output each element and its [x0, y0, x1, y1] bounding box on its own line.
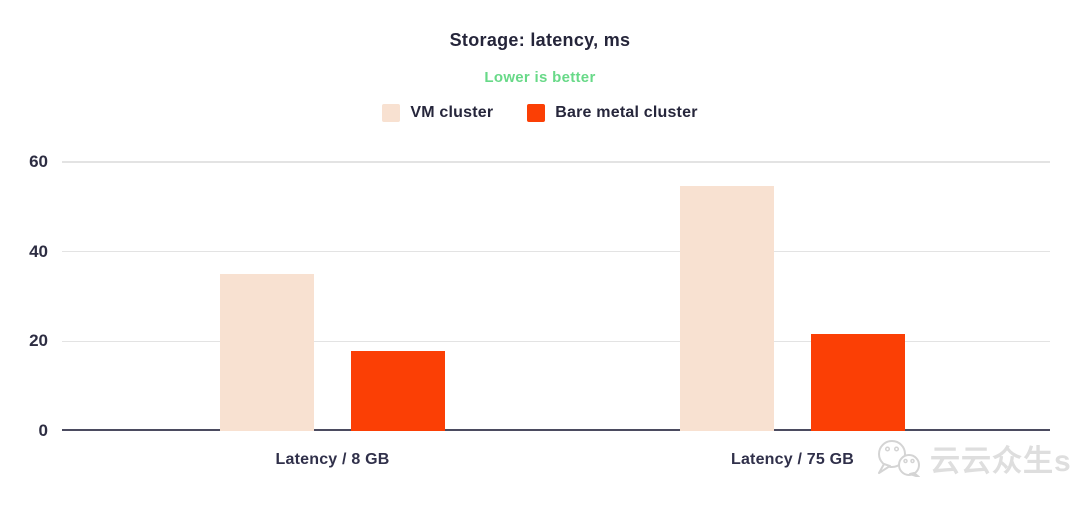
y-tick-label-20: 20 [29, 331, 48, 351]
bar-vm-cluster-group-1 [680, 185, 774, 431]
x-axis-label-group-0: Latency / 8 GB [275, 451, 390, 468]
y-tick-label-0: 0 [38, 421, 48, 440]
watermark-text: 云云众生s [930, 445, 1072, 478]
x-axis-baseline [62, 429, 1050, 431]
chart-legend: VM cluster Bare metal cluster [0, 104, 1080, 122]
gridline-20 [62, 340, 1050, 343]
watermark: 云云众生s [874, 436, 1072, 480]
legend-item-vm-cluster: VM cluster [382, 104, 493, 122]
y-tick-label-60: 60 [29, 152, 48, 171]
gridline-60 [62, 161, 1050, 163]
legend-label-bare-metal-cluster: Bare metal cluster [555, 104, 698, 121]
bar-bare-metal-cluster-group-1 [810, 333, 905, 431]
bare-metal-cluster-swatch-icon [527, 104, 546, 122]
vm-cluster-swatch-icon [382, 104, 401, 122]
bar-bare-metal-cluster-group-0 [350, 351, 445, 431]
chart-title: Storage: latency, ms [449, 30, 631, 50]
legend-item-bare-metal-cluster: Bare metal cluster [527, 104, 697, 122]
bar-vm-cluster-group-0 [220, 274, 314, 431]
x-axis-label-group-1: Latency / 75 GB [730, 451, 855, 468]
gridline-40 [62, 250, 1050, 253]
plot-area: 60 40 20 0 Latency / 8 GB Latency / 75 GB [29, 152, 1050, 468]
wechat-logo-icon [878, 440, 920, 477]
legend-label-vm-cluster: VM cluster [410, 104, 494, 121]
chart-subtitle: Lower is better [484, 69, 596, 86]
y-tick-label-40: 40 [29, 241, 48, 261]
